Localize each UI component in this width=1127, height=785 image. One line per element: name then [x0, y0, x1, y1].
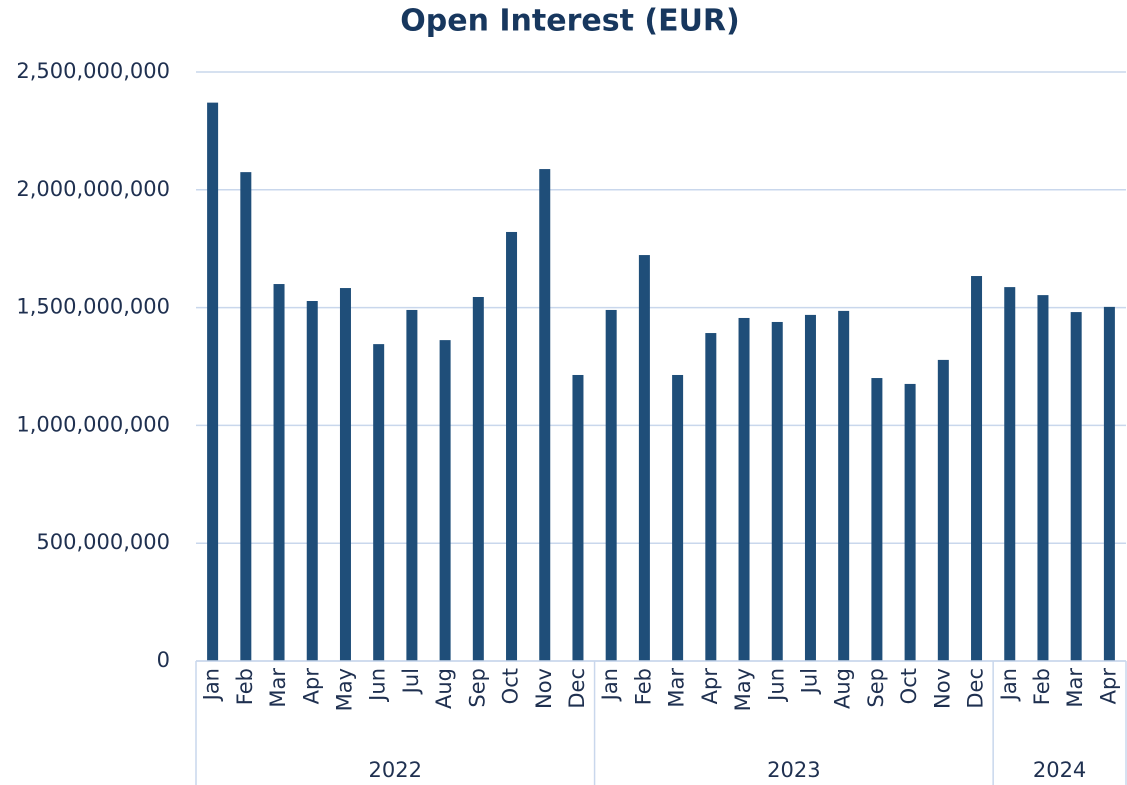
y-tick-label: 2,500,000,000 — [16, 59, 170, 83]
bar — [572, 374, 584, 661]
bar — [373, 344, 385, 661]
x-tick-label: Jul — [797, 668, 821, 695]
y-tick-label: 2,000,000,000 — [16, 177, 170, 201]
x-tick-label: Apr — [299, 668, 323, 705]
bar — [605, 309, 617, 661]
year-label: 2024 — [1033, 758, 1086, 782]
bar — [240, 172, 252, 661]
bar — [472, 296, 484, 661]
x-tick-label: Jan — [598, 668, 622, 702]
bar — [937, 359, 949, 661]
year-label: 2023 — [767, 758, 820, 782]
bar — [771, 321, 783, 661]
x-tick-label: Aug — [831, 668, 855, 709]
x-tick-label: Sep — [465, 668, 489, 708]
x-tick-label: Jan — [200, 668, 224, 702]
x-tick-label: Apr — [1096, 668, 1120, 705]
y-tick-label: 1,000,000,000 — [16, 412, 170, 436]
x-tick-label: Sep — [864, 668, 888, 708]
bar — [1004, 287, 1016, 661]
x-tick-label: Dec — [964, 668, 988, 709]
bar — [705, 333, 717, 661]
bar — [273, 284, 285, 661]
x-tick-label: Feb — [1030, 668, 1054, 705]
bar — [339, 288, 351, 661]
x-tick-label: Nov — [930, 668, 954, 709]
bar — [904, 383, 916, 661]
bar — [672, 374, 684, 661]
x-tick-label: Apr — [698, 668, 722, 705]
x-tick-label: Oct — [499, 668, 523, 704]
x-tick-label: May — [731, 668, 755, 711]
y-tick-label: 500,000,000 — [36, 530, 170, 554]
bar — [1037, 295, 1049, 661]
x-tick-label: Oct — [897, 668, 921, 704]
bar — [971, 276, 983, 661]
x-tick-label: Jun — [366, 668, 390, 703]
x-tick-label: Aug — [432, 668, 456, 709]
year-label: 2022 — [369, 758, 422, 782]
bar — [838, 310, 850, 661]
x-tick-label: Mar — [266, 668, 290, 708]
x-tick-label: Nov — [532, 668, 556, 709]
chart-title: Open Interest (EUR) — [400, 4, 740, 39]
bar — [871, 378, 883, 661]
x-tick-label: Mar — [1063, 668, 1087, 708]
x-tick-label: Jan — [997, 668, 1021, 702]
x-tick-label: Feb — [233, 668, 257, 705]
y-tick-label: 0 — [157, 648, 170, 672]
x-tick-label: Jul — [399, 668, 423, 695]
bar — [1103, 306, 1115, 661]
bar — [506, 231, 518, 661]
bar — [306, 301, 318, 661]
bar — [439, 340, 451, 661]
x-tick-label: Mar — [665, 668, 689, 708]
bar — [539, 169, 551, 661]
bar — [738, 317, 750, 661]
bar — [804, 314, 816, 661]
x-tick-label: Jun — [764, 668, 788, 703]
x-tick-label: May — [332, 668, 356, 711]
x-tick-label: Feb — [631, 668, 655, 705]
bar — [406, 309, 418, 661]
bar — [1070, 312, 1082, 661]
x-tick-label: Dec — [565, 668, 589, 709]
bar — [207, 102, 219, 662]
bar — [638, 255, 650, 661]
y-tick-label: 1,500,000,000 — [16, 295, 170, 319]
